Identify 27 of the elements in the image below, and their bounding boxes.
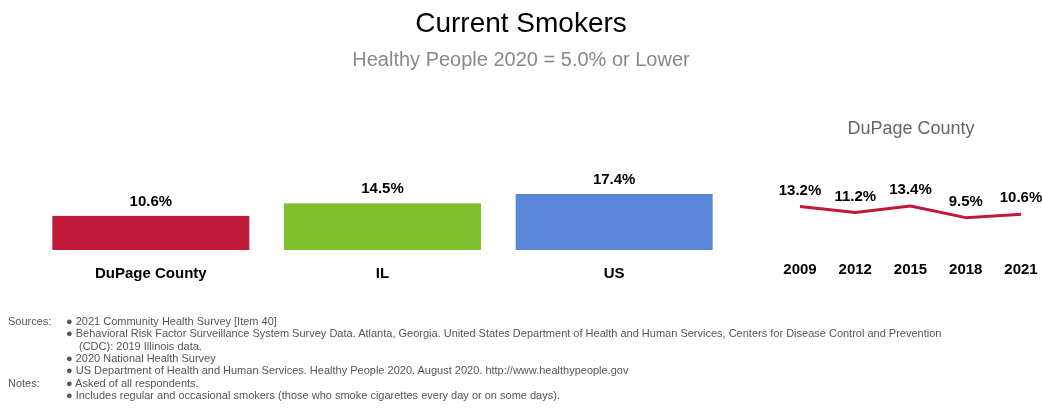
data-label: 10.6% — [999, 188, 1042, 206]
data-label: 9.5% — [948, 191, 983, 209]
chart-subtitle: Healthy People 2020 = 5.0% or Lower — [352, 48, 691, 70]
x-tick-label: 2015 — [893, 260, 928, 277]
text: ● Includes regular and occasional smokers (those who smoke cigarettes every day or on some days). — [66, 388, 560, 401]
x-tick-label: DuPage County — [94, 264, 208, 281]
chart-title: DuPage County — [847, 118, 975, 138]
x-tick-label: IL — [375, 264, 390, 281]
x-tick-label: US — [603, 264, 625, 281]
chart-title: Current Smokers — [415, 7, 627, 38]
x-tick-label: 2021 — [1004, 260, 1038, 277]
data-label: 17.4% — [592, 170, 636, 187]
data-label: 10.6% — [129, 191, 173, 209]
text: ● 2021 Community Health Survey [Item 40] — [66, 315, 277, 327]
data-label: 14.5% — [361, 179, 404, 197]
data-label: 11.2% — [834, 186, 877, 204]
data-label: 13.4% — [889, 180, 932, 197]
x-tick-label: 2009 — [783, 260, 817, 277]
x-tick-label: 2018 — [949, 260, 983, 277]
text: ● Behavioral Risk Factor Surveillance System Survey Data. Atlanta, Georgia. United States Department of Health and Human Services, Centers for Disease Control and Prevention (CDC): 2019 Illinois data. — [66, 327, 942, 352]
text: ● Asked of all respondents. — [66, 376, 199, 389]
text: ● 2020 National Health Survey — [66, 351, 217, 364]
source-note: Sources: — [8, 315, 52, 327]
data-label: 13.2% — [778, 180, 822, 198]
text: Notes: — [8, 376, 40, 389]
x-tick-label: 2012 — [838, 260, 872, 277]
text: ● US Department of Health and Human Services. Healthy People 2020. August 2020. http://www.healthypeople.gov — [66, 364, 629, 377]
